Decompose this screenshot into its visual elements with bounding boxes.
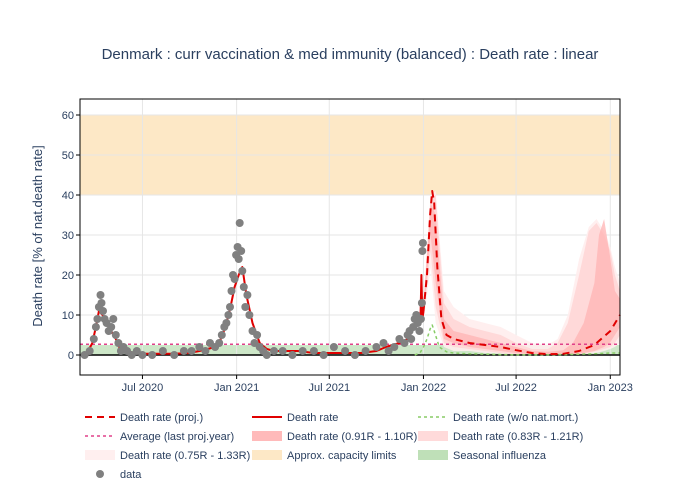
line-proj [422, 190, 621, 356]
data-point [400, 339, 409, 347]
legend-label: Death rate [287, 412, 338, 424]
data-point [230, 275, 239, 283]
data-point [201, 347, 210, 355]
data-point [215, 339, 224, 347]
data-point [99, 307, 107, 315]
legend-label: Death rate (0.91R - 1.10R) [287, 431, 417, 443]
data-point [239, 283, 248, 291]
data-point [416, 315, 425, 323]
y-tick-label: 60 [62, 110, 74, 122]
legend-symbol-band2 [418, 431, 448, 441]
legend-symbol-capacity [252, 450, 282, 460]
y-tick-label: 40 [62, 190, 74, 202]
legend-label: Death rate (0.75R - 1.33R) [120, 450, 250, 462]
data-point [418, 247, 427, 255]
data-point [89, 335, 98, 343]
data-point [195, 343, 204, 351]
data-point [298, 347, 307, 355]
data-point [187, 347, 196, 355]
plot-frame [79, 98, 621, 376]
data-point [237, 247, 246, 255]
data-point [329, 343, 338, 351]
data-point [96, 291, 105, 299]
chart-title: Denmark : curr vaccination & med immunit… [102, 46, 599, 63]
y-tick-label: 50 [62, 150, 74, 162]
legend-label: Death rate (proj.) [120, 412, 203, 424]
grid-lines [80, 99, 620, 375]
data-point [415, 327, 424, 335]
y-tick-label: 10 [62, 310, 74, 322]
data-point [179, 347, 188, 355]
legend-symbol-influenza [418, 450, 448, 460]
data-point [278, 347, 287, 355]
data-point [235, 219, 244, 227]
data-point [222, 319, 231, 327]
data-point [111, 331, 120, 339]
band-band2 [423, 195, 620, 355]
data-point [243, 291, 252, 299]
data-point [372, 343, 381, 351]
data-point [107, 323, 116, 331]
data-point [288, 351, 297, 359]
data-point [341, 347, 350, 355]
data-point [234, 255, 243, 263]
y-tick-label: 20 [62, 270, 74, 282]
legend: Death rate (proj.) Death rate Death rate (… [85, 412, 583, 481]
line-wo_nat [414, 324, 620, 356]
data-point [245, 311, 254, 319]
data-point [109, 315, 118, 323]
x-tick-label: Jul 2022 [495, 382, 537, 394]
data-point [390, 343, 399, 351]
data-point [158, 347, 167, 355]
legend-symbol-data [96, 470, 104, 478]
data-point [417, 299, 426, 307]
legend-label: Death rate (0.83R - 1.21R) [453, 431, 583, 443]
data-point [91, 323, 100, 331]
legend-symbol-band3 [85, 450, 115, 460]
data-point [93, 315, 102, 323]
x-tick-label: Jan 2023 [588, 382, 633, 394]
data-point [253, 331, 262, 339]
data-point [262, 351, 271, 359]
data-point [270, 347, 278, 355]
x-tick-label: Jan 2022 [401, 382, 446, 394]
data-point [319, 351, 328, 359]
y-tick-label: 0 [68, 350, 74, 362]
legend-label: Death rate (w/o nat.mort.) [453, 412, 578, 424]
data-point [418, 239, 427, 247]
x-tick-label: Jan 2021 [214, 382, 259, 394]
data-point [384, 347, 393, 355]
data-point [138, 351, 147, 359]
data-points [80, 219, 427, 359]
data-point [227, 287, 236, 295]
legend-label: Average (last proj.year) [120, 431, 234, 443]
data-point [97, 299, 106, 307]
data-point [85, 347, 94, 355]
data-point [238, 267, 247, 275]
data-point [132, 347, 141, 355]
legend-label: Seasonal influenza [453, 450, 547, 462]
data-point [224, 311, 233, 319]
y-tick-label: 30 [62, 230, 74, 242]
x-tick-label: Jul 2020 [122, 382, 164, 394]
x-tick-label: Jul 2021 [308, 382, 350, 394]
y-axis-title: Death rate [% of nat.death rate] [30, 145, 45, 326]
influenza-band [80, 345, 620, 355]
legend-label: data [120, 469, 142, 481]
data-point [148, 351, 157, 359]
data-point [226, 303, 234, 311]
data-point [361, 347, 370, 355]
data-point [379, 339, 388, 347]
data-point [309, 347, 318, 355]
data-point [241, 303, 250, 311]
data-point [350, 351, 359, 359]
legend-label: Approx. capacity limits [287, 450, 397, 462]
data-point [170, 351, 179, 359]
data-point [217, 331, 226, 339]
data-point [407, 335, 416, 343]
legend-symbol-band1 [252, 431, 282, 441]
axes: 0 10 20 30 40 50 60 Jul 2020 Jan 2021 Jul 2021 Jan… [62, 98, 633, 394]
